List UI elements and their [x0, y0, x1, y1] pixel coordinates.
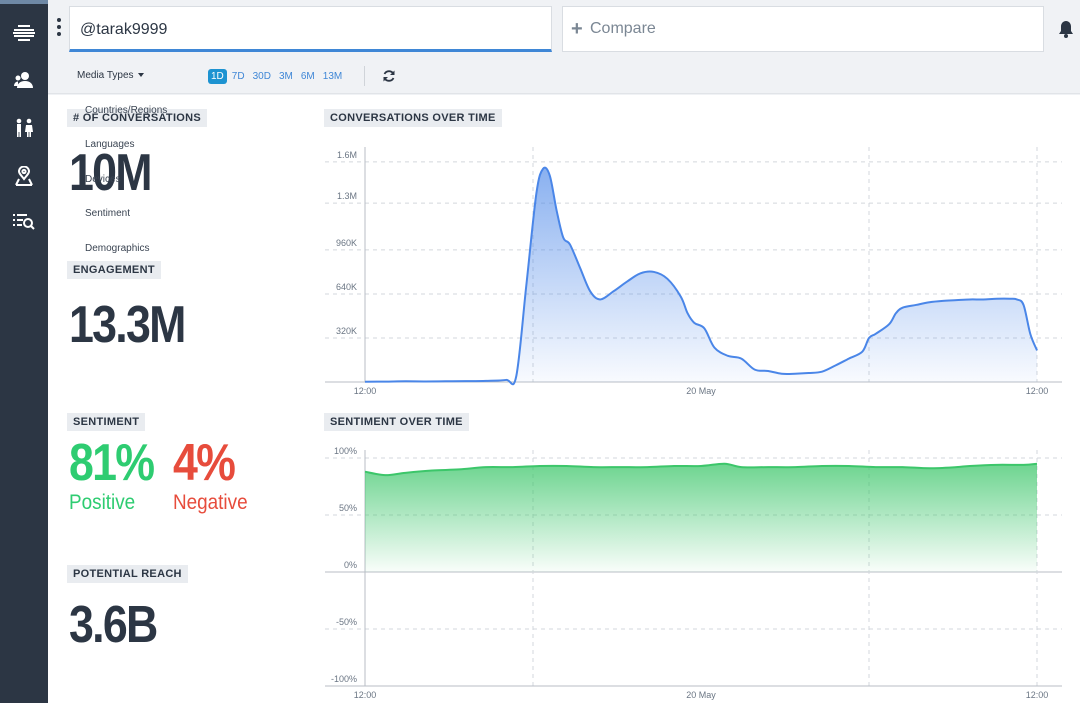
conversations-chart-title: Conversations over time — [324, 109, 502, 127]
toolbar-divider — [364, 66, 365, 86]
media-types-dropdown[interactable]: Media Types — [77, 70, 144, 81]
time-range-selector: 1D 7D 30D 3M 6M 13M — [208, 69, 345, 84]
compare-box[interactable]: + Compare — [562, 6, 1044, 52]
sidebar-accent — [0, 0, 48, 4]
y-tick-label: 100% — [334, 446, 357, 456]
sentiment-chart: 100% 50% 0% -50% -100% 12:00 20 May 12:00 — [325, 446, 1062, 700]
y-tick-label: 320K — [336, 326, 357, 336]
refresh-icon[interactable] — [382, 69, 396, 83]
plus-icon: + — [571, 18, 583, 40]
engagement-label: Engagement — [67, 261, 161, 279]
positive-value: 81% — [69, 434, 155, 492]
y-tick-label: 640K — [336, 282, 357, 292]
range-7d[interactable]: 7D — [231, 71, 245, 82]
x-tick-label: 12:00 — [354, 386, 377, 396]
y-tick-label: 0% — [344, 560, 357, 570]
y-tick-label: -100% — [331, 674, 357, 684]
sentiment-chart-title: Sentiment over time — [324, 413, 469, 431]
reach-value: 3.6B — [69, 596, 158, 654]
y-tick-label: 1.6M — [337, 150, 357, 160]
reach-label: Potential Reach — [67, 565, 188, 583]
menu-item-countries[interactable]: Countries/Regions — [85, 105, 168, 116]
positive-label: Positive — [69, 491, 136, 514]
y-tick-label: 1.3M — [337, 191, 357, 201]
stream-icon[interactable] — [10, 20, 38, 46]
range-3m[interactable]: 3M — [278, 71, 293, 82]
menu-item-languages[interactable]: Languages — [85, 139, 135, 150]
compare-label: Compare — [590, 20, 656, 37]
x-tick-label: 20 May — [686, 386, 716, 396]
conversations-label: # of Conversations — [67, 109, 208, 127]
y-tick-label: 960K — [336, 238, 357, 248]
search-input[interactable] — [80, 19, 530, 41]
conversations-value: 10M — [69, 144, 153, 202]
x-tick-label: 12:00 — [354, 690, 377, 700]
demographics-icon[interactable] — [10, 115, 38, 141]
top-bar: + Compare — [48, 0, 1080, 60]
range-13m[interactable]: 13M — [322, 71, 343, 82]
sentiment-label: Sentiment — [67, 413, 146, 431]
y-tick-label: 50% — [339, 503, 357, 513]
series-area — [365, 167, 1037, 385]
toolbar: Media Types 1D 7D 30D 3M 6M 13M — [48, 60, 1080, 94]
conversations-chart: 320K 640K 960K 1.3M 1.6M 12:00 20 May 12:00 — [325, 147, 1062, 396]
media-types-label: Media Types — [77, 70, 134, 81]
more-menu-icon[interactable] — [56, 18, 62, 38]
bell-icon[interactable] — [1058, 20, 1074, 38]
negative-value: 4% — [173, 434, 236, 492]
range-30d[interactable]: 30D — [252, 71, 271, 82]
sidebar — [0, 0, 48, 703]
map-pin-icon[interactable] — [10, 163, 38, 189]
engagement-value: 13.3M — [69, 296, 186, 354]
caret-down-icon — [137, 73, 144, 78]
range-6m[interactable]: 6M — [300, 71, 315, 82]
range-1d[interactable]: 1D — [208, 69, 227, 84]
series-line — [364, 166, 1038, 386]
menu-item-sentiment[interactable]: Sentiment — [85, 208, 131, 219]
x-tick-label: 20 May — [686, 690, 716, 700]
search-list-icon[interactable] — [10, 209, 38, 235]
users-icon[interactable] — [10, 67, 38, 93]
series-area — [365, 463, 1037, 572]
main-panel: # of Conversations 10M Countries/Regions… — [48, 95, 1080, 703]
search-box[interactable] — [69, 6, 552, 52]
series-line — [364, 462, 1038, 477]
negative-label: Negative — [173, 491, 248, 514]
menu-item-demographics[interactable]: Demographics — [85, 243, 150, 254]
y-tick-label: -50% — [336, 617, 357, 627]
menu-item-devices[interactable]: Devices — [85, 174, 121, 185]
x-tick-label: 12:00 — [1026, 690, 1049, 700]
x-tick-label: 12:00 — [1026, 386, 1049, 396]
